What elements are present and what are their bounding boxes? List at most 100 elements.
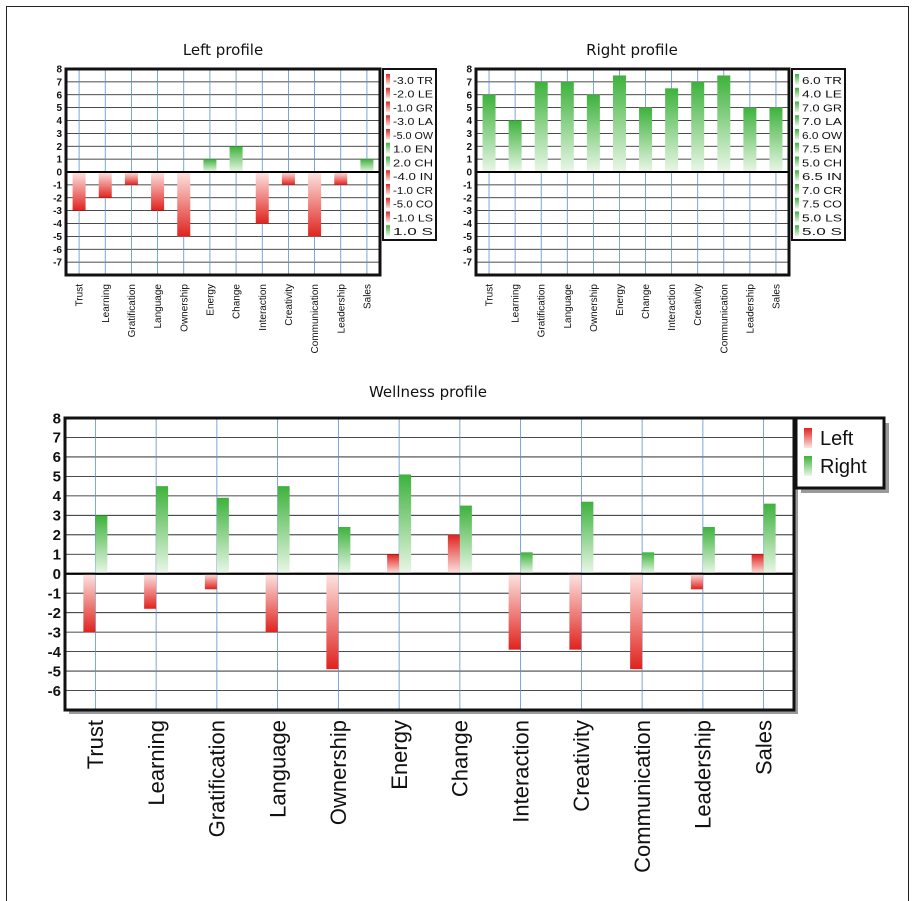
right-legend-entry: 7.5 EN bbox=[802, 145, 842, 156]
left-y-tick-label: 0 bbox=[56, 168, 62, 179]
right-legend-swatch bbox=[795, 142, 799, 154]
left-y-tick-label: 8 bbox=[56, 65, 62, 76]
right-y-tick-label: 6 bbox=[466, 90, 472, 101]
right-bar-learning bbox=[508, 120, 522, 172]
left-legend-swatch bbox=[386, 87, 390, 99]
left-y-tick-label: -5 bbox=[53, 232, 62, 243]
wellness-y-tick-label: -3 bbox=[48, 624, 61, 641]
right-category-label: Leadership bbox=[745, 284, 756, 334]
left-y-tick-label: 1 bbox=[56, 155, 62, 166]
right-legend-swatch bbox=[795, 197, 799, 209]
left-legend-swatch bbox=[386, 142, 390, 154]
right-y-tick-label: -3 bbox=[463, 206, 472, 217]
left-category-label: Learning bbox=[101, 284, 112, 323]
right-bar-interaction bbox=[665, 88, 679, 172]
wellness-bar-energy-left bbox=[387, 554, 400, 574]
wellness-bar-creativity-right bbox=[581, 501, 594, 574]
left-y-tick-label: -7 bbox=[53, 258, 62, 269]
right-category-label: Communication bbox=[719, 284, 730, 353]
left-bar-ownership bbox=[177, 172, 191, 237]
wellness-bar-learning-right bbox=[156, 486, 169, 574]
wellness-category-label: Change bbox=[448, 720, 473, 797]
right-legend bbox=[791, 68, 846, 241]
wellness-y-tick-label: 5 bbox=[53, 469, 61, 486]
left-y-tick-label: -4 bbox=[53, 219, 62, 230]
wellness-category-label: Creativity bbox=[569, 720, 594, 812]
right-y-tick-label: -7 bbox=[463, 258, 472, 269]
left-legend-entry: -1.0 LS bbox=[393, 213, 433, 224]
wellness-bar-language-right bbox=[277, 486, 290, 574]
wellness-category-label: Learning bbox=[144, 720, 169, 806]
wellness-y-tick-label: -2 bbox=[48, 605, 61, 622]
wellness-legend-label-left: Left bbox=[820, 428, 854, 450]
wellness-bar-leadership-left bbox=[690, 573, 703, 590]
right-plot-border bbox=[474, 67, 791, 277]
wellness-bar-change-right bbox=[459, 505, 472, 574]
left-legend-swatch bbox=[386, 211, 390, 223]
left-bar-leadership bbox=[334, 172, 348, 185]
left-y-tick-label: -3 bbox=[53, 206, 62, 217]
left-y-tick-label: 7 bbox=[56, 77, 62, 88]
right-y-tick-label: 7 bbox=[466, 77, 472, 88]
wellness-plot-border bbox=[63, 416, 796, 712]
right-y-tick-label: -5 bbox=[463, 232, 472, 243]
right-title: Right profile bbox=[586, 41, 678, 59]
wellness-bar-change-left bbox=[447, 534, 460, 574]
left-legend-entry: -3.0 TR bbox=[393, 76, 433, 87]
right-legend-entry: 6.0 OW bbox=[802, 131, 843, 142]
wellness-y-tick-label: 3 bbox=[53, 508, 61, 525]
left-bar-trust bbox=[72, 172, 86, 211]
wellness-y-tick-label: 1 bbox=[53, 547, 61, 564]
wellness-bar-sales-right bbox=[763, 503, 776, 574]
right-y-tick-label: 0 bbox=[466, 168, 472, 179]
wellness-y-tick-label: 7 bbox=[53, 430, 61, 447]
right-legend-swatch bbox=[795, 129, 799, 140]
wellness-bar-interaction-left bbox=[508, 573, 521, 650]
right-legend-swatch bbox=[795, 74, 799, 85]
left-bar-language bbox=[151, 172, 165, 211]
right-category-label: Trust bbox=[485, 284, 496, 307]
wellness-chart: Wellness profile 8 7 6 5 4 3 2 1 0 -1 -2 -3 -4 -5 -6 Tru… bbox=[48, 383, 889, 873]
right-y-tick-label: 5 bbox=[466, 103, 472, 114]
right-bar-communication bbox=[717, 75, 731, 172]
wellness-bar-interaction-right bbox=[520, 552, 533, 574]
left-category-label: Leadership bbox=[336, 284, 347, 334]
wellness-category-label: Energy bbox=[387, 720, 412, 790]
left-legend-swatch bbox=[386, 156, 390, 168]
wellness-category-label: Interaction bbox=[508, 720, 533, 823]
left-legend-swatch bbox=[386, 197, 390, 209]
left-y-tick-label: -2 bbox=[53, 193, 62, 204]
left-y-tick-label: -6 bbox=[53, 245, 62, 256]
wellness-legend-label-right: Right bbox=[820, 456, 867, 478]
right-y-tick-label: 1 bbox=[466, 155, 472, 166]
wellness-y-tick-label: -5 bbox=[48, 663, 61, 680]
wellness-bar-creativity-left bbox=[569, 573, 582, 650]
wellness-bar-communication-left bbox=[630, 573, 643, 670]
left-legend-entry: 1.0 EN bbox=[393, 145, 433, 156]
right-category-label: Ownership bbox=[589, 284, 600, 332]
wellness-y-tick-label: 8 bbox=[53, 410, 61, 427]
wellness-category-label: Communication bbox=[630, 720, 655, 873]
wellness-bar-sales-left bbox=[751, 554, 764, 574]
wellness-bar-leadership-right bbox=[702, 527, 715, 574]
left-bar-learning bbox=[98, 172, 112, 198]
right-y-tick-label: -2 bbox=[463, 193, 472, 204]
wellness-category-label: Language bbox=[265, 720, 290, 818]
right-legend-entry: 6.5 IN bbox=[802, 172, 842, 183]
left-y-tick-label: 5 bbox=[56, 103, 62, 114]
right-bar-ownership bbox=[586, 94, 600, 172]
left-bar-communication bbox=[308, 172, 322, 237]
left-bar-gratification bbox=[124, 172, 138, 185]
right-legend-swatch bbox=[795, 101, 799, 113]
wellness-category-label: Sales bbox=[751, 720, 776, 775]
left-bar-change bbox=[229, 146, 243, 172]
right-y-tick-label: 3 bbox=[466, 129, 472, 140]
wellness-bar-ownership-left bbox=[326, 573, 339, 670]
left-y-tick-label: -1 bbox=[53, 180, 62, 191]
left-legend-swatch bbox=[386, 184, 390, 195]
left-legend-swatch bbox=[386, 129, 390, 140]
left-category-label: Language bbox=[153, 284, 164, 329]
right-bar-gratification bbox=[534, 81, 548, 172]
left-legend-swatch bbox=[386, 74, 390, 85]
